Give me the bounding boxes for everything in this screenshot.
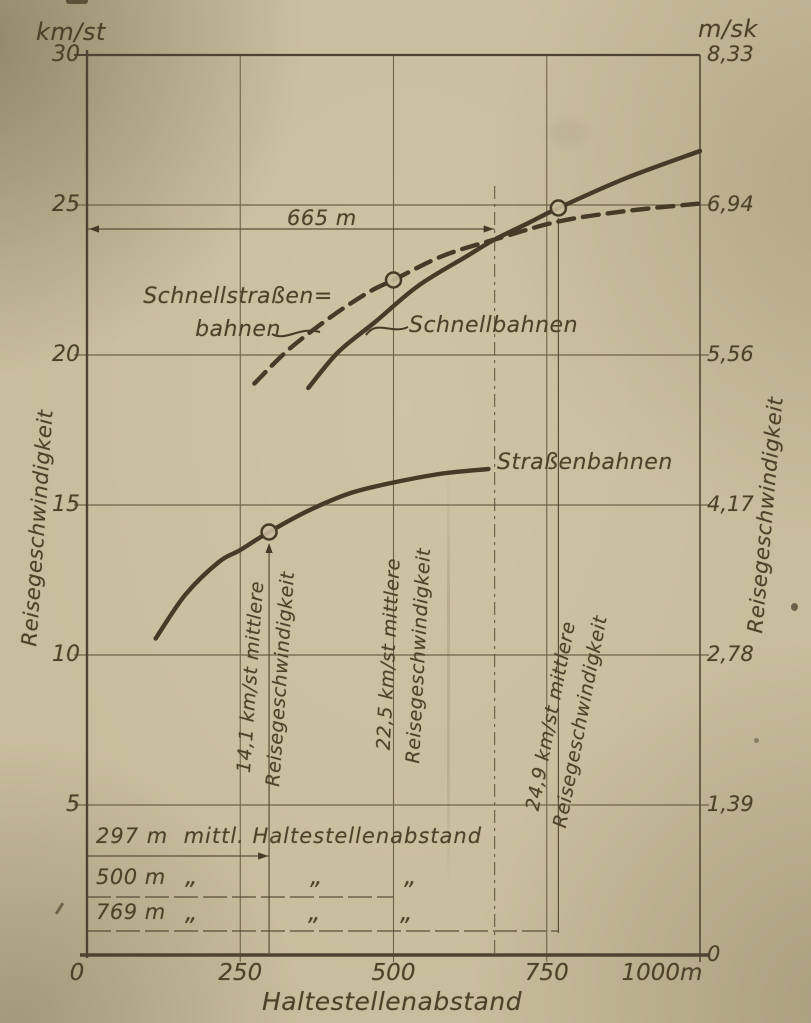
paper-stain — [548, 120, 588, 146]
label-schnellstrassenbahnen-line1: Schnellstraßen= — [143, 284, 333, 309]
plot-border — [80, 50, 710, 962]
row-769-ditto-2: „ — [308, 898, 321, 926]
ink-speck — [754, 738, 759, 743]
row-297-note: mittl. Haltestellenabstand — [183, 824, 483, 848]
vertical-gridlines — [239, 55, 548, 962]
x-tick-500: 500 — [371, 960, 416, 986]
left-tick-30: 30 — [52, 42, 80, 67]
right-tick-4,17: 4,17 — [707, 492, 754, 516]
row-769-value: 769 m — [96, 900, 166, 924]
curve-schnellbahnen — [306, 148, 703, 391]
row-297-value: 297 m — [96, 824, 169, 848]
right-tick-0: 0 — [707, 942, 721, 966]
torn-edge-mark — [66, 0, 88, 4]
horizontal-gridlines — [74, 54, 709, 806]
left-tick-25: 25 — [52, 192, 80, 217]
label-strassenbahnen: Straßenbahnen — [497, 450, 673, 475]
left-tick-5: 5 — [66, 792, 80, 817]
row-769-ditto-1: „ — [185, 898, 198, 926]
right-tick-6,94: 6,94 — [707, 192, 754, 216]
label-schnellbahnen: Schnellbahnen — [409, 313, 579, 338]
left-tick-20: 20 — [52, 342, 80, 367]
x-tick-0: 0 — [69, 960, 85, 986]
marked-data-points — [260, 199, 568, 541]
label-leader-lines — [271, 326, 409, 338]
dimension-lines — [87, 225, 559, 932]
left-tick-10: 10 — [52, 642, 80, 667]
row-769-ditto-3: „ — [400, 898, 413, 926]
x-tick-1000m: 1000m — [621, 960, 703, 986]
x-axis-title: Haltestellenabstand — [261, 987, 523, 1016]
right-tick-5,56: 5,56 — [707, 342, 754, 366]
x-tick-250: 250 — [218, 960, 263, 986]
avg-speed-label-500: 22,5 km/st mittlere Reisegeschwindigkeit — [368, 546, 440, 764]
right-axis-unit: m/sk — [698, 15, 758, 43]
right-tick-2,78: 2,78 — [707, 642, 754, 666]
label-schnellstrassenbahnen: Schnellstraßen= bahnen — [128, 280, 348, 346]
right-tick-8,33: 8,33 — [707, 42, 754, 66]
left-axis-unit: km/st — [36, 18, 106, 46]
left-tick-15: 15 — [52, 492, 80, 517]
x-tick-750: 750 — [524, 960, 569, 986]
paper-crease — [447, 470, 450, 890]
row-500-ditto-1: „ — [185, 862, 198, 890]
crossover-distance-label: 665 m — [287, 206, 357, 230]
row-500-value: 500 m — [96, 865, 166, 889]
label-schnellstrassenbahnen-line2: bahnen — [195, 317, 281, 342]
curve-straenbahnen — [153, 466, 491, 641]
ink-speck — [791, 603, 798, 611]
table-row-297: 297 m mittl. Haltestellenabstand — [96, 824, 482, 849]
right-tick-1,39: 1,39 — [707, 792, 754, 816]
curve-schnellstraenbahnen — [252, 201, 703, 386]
row-500-ditto-3: „ — [404, 862, 417, 890]
row-500-ditto-2: „ — [310, 862, 323, 890]
distance-marker-lines — [265, 186, 559, 953]
